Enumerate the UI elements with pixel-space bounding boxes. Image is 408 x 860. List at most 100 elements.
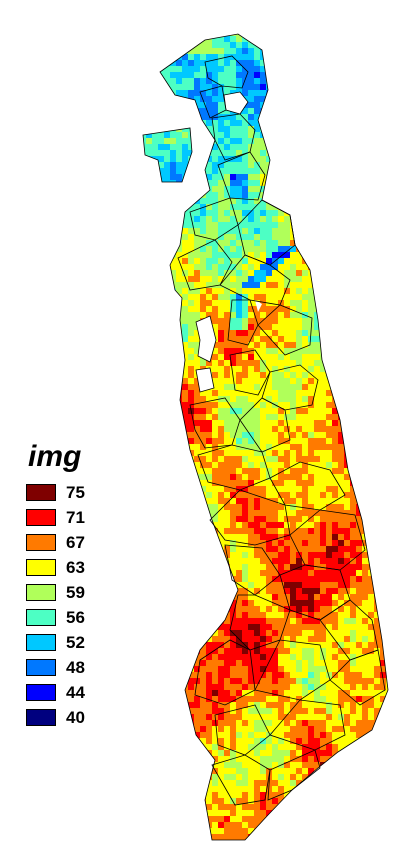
raster-cell — [200, 84, 206, 90]
raster-cell — [248, 234, 254, 240]
raster-cell — [248, 438, 254, 444]
raster-cell — [344, 294, 350, 300]
raster-cell — [212, 564, 218, 570]
raster-cell — [248, 702, 254, 708]
raster-cell — [194, 390, 200, 396]
raster-cell — [362, 126, 368, 132]
raster-cell — [296, 252, 302, 258]
raster-cell — [344, 180, 350, 186]
raster-cell — [314, 366, 320, 372]
raster-cell — [218, 246, 224, 252]
raster-cell — [188, 186, 194, 192]
raster-cell — [158, 36, 164, 42]
raster-cell — [188, 690, 194, 696]
raster-cell — [164, 462, 170, 468]
raster-cell — [302, 510, 308, 516]
raster-cell — [224, 462, 230, 468]
raster-cell — [380, 624, 386, 630]
raster-cell — [290, 510, 296, 516]
raster-cell — [194, 558, 200, 564]
raster-cell — [260, 414, 266, 420]
raster-cell — [350, 330, 356, 336]
raster-cell — [278, 588, 284, 594]
raster-cell — [368, 690, 374, 696]
raster-cell — [314, 714, 320, 720]
raster-cell — [308, 624, 314, 630]
raster-cell — [380, 666, 386, 672]
raster-cell — [338, 282, 344, 288]
raster-cell — [368, 480, 374, 486]
raster-cell — [314, 252, 320, 258]
raster-cell — [278, 276, 284, 282]
raster-cell — [338, 324, 344, 330]
raster-cell — [308, 36, 314, 42]
raster-cell — [374, 660, 380, 666]
raster-cell — [176, 312, 182, 318]
raster-cell — [314, 534, 320, 540]
raster-cell — [200, 570, 206, 576]
raster-cell — [194, 300, 200, 306]
raster-cell — [350, 78, 356, 84]
raster-cell — [284, 258, 290, 264]
raster-cell — [344, 132, 350, 138]
raster-cell — [176, 252, 182, 258]
raster-cell — [380, 360, 386, 366]
raster-cell — [242, 630, 248, 636]
raster-cell — [302, 624, 308, 630]
raster-cell — [242, 486, 248, 492]
raster-cell — [164, 612, 170, 618]
raster-cell — [200, 588, 206, 594]
raster-cell — [320, 516, 326, 522]
raster-cell — [302, 552, 308, 558]
raster-cell — [143, 384, 146, 390]
raster-cell — [320, 636, 326, 642]
raster-cell — [356, 312, 362, 318]
raster-cell — [320, 186, 326, 192]
raster-cell — [278, 546, 284, 552]
raster-cell — [158, 168, 164, 174]
raster-cell — [344, 642, 350, 648]
raster-cell — [344, 510, 350, 516]
raster-cell — [266, 318, 272, 324]
raster-cell — [380, 354, 386, 360]
raster-cell — [164, 48, 170, 54]
raster-cell — [356, 450, 362, 456]
raster-cell — [176, 132, 182, 138]
raster-cell — [206, 138, 212, 144]
raster-cell — [344, 42, 350, 48]
raster-cell — [224, 504, 230, 510]
raster-cell — [212, 318, 218, 324]
raster-cell — [386, 258, 388, 264]
raster-cell — [362, 720, 368, 726]
raster-cell — [170, 246, 176, 252]
raster-cell — [296, 366, 302, 372]
raster-cell — [320, 132, 326, 138]
raster-cell — [326, 54, 332, 60]
raster-cell — [272, 126, 278, 132]
raster-cell — [308, 150, 314, 156]
raster-cell — [326, 288, 332, 294]
raster-cell — [236, 54, 242, 60]
raster-cell — [176, 222, 182, 228]
raster-cell — [356, 222, 362, 228]
raster-cell — [158, 474, 164, 480]
raster-cell — [143, 34, 146, 36]
raster-cell — [320, 282, 326, 288]
raster-cell — [392, 96, 398, 102]
raster-cell — [290, 552, 296, 558]
raster-cell — [290, 366, 296, 372]
raster-cell — [248, 114, 254, 120]
raster-cell — [182, 474, 188, 480]
raster-cell — [338, 216, 344, 222]
raster-cell — [236, 78, 242, 84]
raster-cell — [230, 534, 236, 540]
raster-cell — [314, 384, 320, 390]
raster-cell — [308, 594, 314, 600]
raster-cell — [314, 504, 320, 510]
raster-cell — [158, 618, 164, 624]
raster-cell — [350, 174, 356, 180]
raster-cell — [368, 456, 374, 462]
raster-cell — [218, 90, 224, 96]
raster-cell — [272, 372, 278, 378]
raster-cell — [338, 372, 344, 378]
